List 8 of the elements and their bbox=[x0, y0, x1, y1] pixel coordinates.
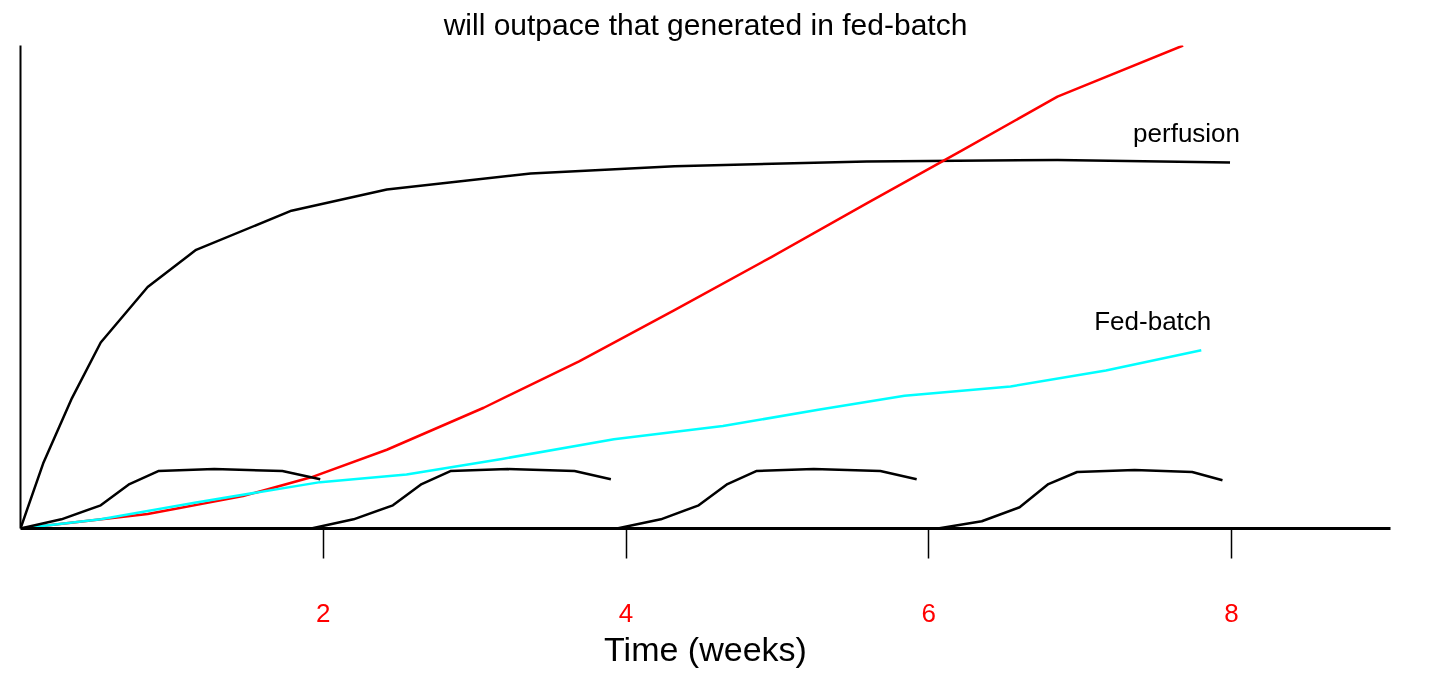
series-label: Fed-batch bbox=[1094, 306, 1212, 337]
chart-title: will outpace that generated in fed-batch bbox=[442, 7, 968, 41]
x-tick-label: 6 bbox=[921, 597, 937, 628]
x-tick-label: 4 bbox=[618, 597, 634, 628]
x-axis-title: Time (weeks) bbox=[604, 629, 807, 668]
x-tick-label: 2 bbox=[316, 597, 331, 628]
series-label: perfusion bbox=[1133, 118, 1241, 149]
x-tick-label: 8 bbox=[1224, 597, 1239, 628]
